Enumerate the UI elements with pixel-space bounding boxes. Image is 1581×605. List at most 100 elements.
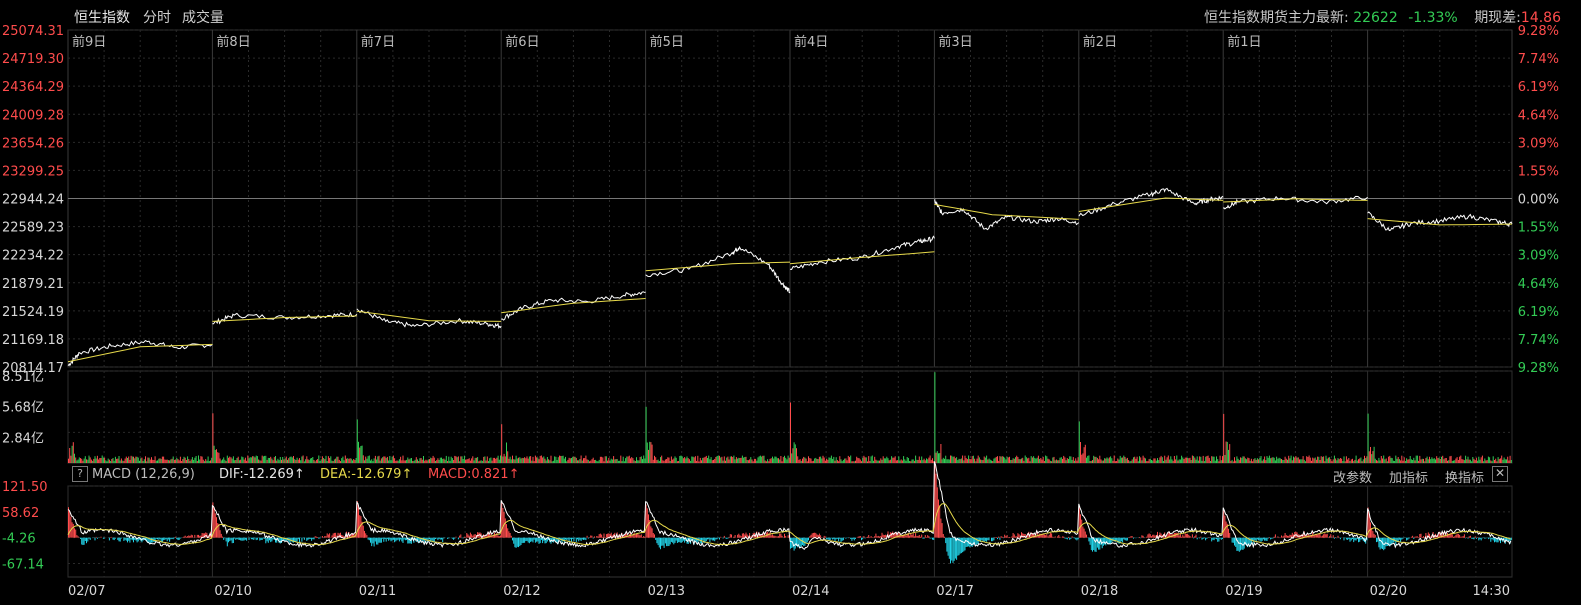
volume-bar — [952, 456, 954, 463]
macd-histogram-bar — [437, 537, 439, 541]
macd-histogram-bar — [472, 535, 474, 538]
macd-histogram-bar — [1347, 537, 1349, 540]
volume-bar — [651, 444, 653, 463]
macd-histogram-bar — [1179, 534, 1181, 538]
macd-histogram-bar — [540, 537, 542, 540]
edit-params-button[interactable]: 改参数 — [1332, 471, 1372, 486]
macd-histogram-bar — [999, 537, 1001, 540]
volume-bar — [1506, 459, 1507, 463]
macd-histogram-bar — [343, 536, 345, 538]
volume-bar — [1083, 447, 1085, 463]
volume-bar — [414, 459, 416, 463]
volume-bar — [128, 456, 130, 463]
macd-histogram-bar — [303, 537, 305, 540]
macd-histogram-bar — [205, 532, 207, 538]
macd-histogram-bar — [1285, 535, 1287, 538]
volume-bar — [447, 461, 449, 463]
volume-bar — [993, 458, 995, 463]
macd-histogram-bar — [365, 533, 367, 538]
volume-bar — [698, 461, 700, 463]
macd-histogram-bar — [189, 536, 191, 538]
volume-bar — [1490, 460, 1492, 463]
switch-indicator-button[interactable]: 换指标 — [1444, 471, 1484, 486]
tab-intraday[interactable]: 分时 — [143, 10, 171, 26]
macd-histogram-bar — [625, 534, 627, 538]
macd-histogram-bar — [110, 537, 112, 538]
volume-bar — [643, 455, 645, 463]
volume-bar — [439, 457, 441, 463]
volume-bar — [882, 456, 884, 463]
macd-histogram-bar — [565, 537, 566, 540]
volume-bar — [1288, 455, 1290, 463]
volume-bar — [693, 457, 695, 463]
macd-histogram-bar — [241, 537, 243, 541]
volume-bar — [573, 456, 575, 463]
macd-histogram-bar — [648, 514, 649, 538]
macd-histogram-bar — [1094, 537, 1096, 552]
volume-bar — [639, 457, 641, 463]
volume-bar — [1344, 461, 1346, 463]
close-icon[interactable]: ✕ — [1492, 466, 1508, 482]
macd-histogram-bar — [1451, 534, 1453, 538]
macd-histogram-bar — [498, 536, 500, 538]
volume-bar — [1147, 461, 1149, 463]
percent-tick-label: 6.19% — [1518, 305, 1559, 320]
macd-histogram-bar — [137, 537, 139, 542]
volume-bar — [264, 455, 266, 463]
macd-histogram-bar — [940, 518, 942, 538]
volume-bar — [894, 456, 896, 463]
volume-bar — [898, 456, 900, 463]
macd-histogram-bar — [226, 537, 228, 547]
volume-bar — [431, 458, 433, 463]
volume-bar — [412, 460, 414, 463]
volume-bar — [1126, 457, 1128, 463]
macd-histogram-bar — [709, 537, 711, 542]
dea-line — [67, 503, 1511, 546]
macd-histogram-bar — [1455, 534, 1457, 538]
macd-histogram-bar — [658, 537, 660, 548]
volume-bar — [1104, 458, 1106, 463]
macd-histogram-bar — [545, 537, 547, 544]
volume-bar — [764, 460, 766, 463]
volume-bar — [1036, 457, 1038, 463]
volume-bar — [1287, 459, 1288, 463]
volume-bar — [857, 457, 859, 463]
volume-bar — [1163, 461, 1164, 463]
macd-histogram-bar — [70, 516, 72, 538]
tab-hsi[interactable]: 恒生指数 — [74, 10, 130, 26]
macd-histogram-bar — [1459, 534, 1461, 538]
volume-bar — [1223, 413, 1225, 463]
volume-bar — [815, 457, 817, 463]
help-icon[interactable]: ? — [72, 466, 88, 482]
add-indicator-button[interactable]: 加指标 — [1388, 471, 1428, 486]
volume-bar — [513, 459, 515, 463]
macd-histogram-bar — [603, 533, 605, 538]
macd-histogram-bar — [920, 536, 921, 538]
macd-histogram-bar — [87, 537, 89, 542]
macd-histogram-bar — [1110, 537, 1112, 544]
volume-bar — [139, 460, 140, 463]
volume-bar — [295, 460, 297, 463]
macd-histogram-bar — [175, 536, 177, 538]
volume-bar — [225, 461, 227, 463]
macd-histogram-bar — [111, 536, 113, 538]
volume-bar — [1366, 456, 1368, 463]
macd-histogram-bar — [402, 537, 404, 543]
macd-histogram-bar — [804, 537, 806, 546]
macd-histogram-bar — [222, 536, 223, 538]
volume-bar — [774, 456, 776, 463]
volume-bar — [456, 457, 458, 463]
volume-bar — [214, 449, 216, 463]
volume-bar — [335, 458, 337, 463]
volume-bar — [142, 461, 144, 463]
macd-histogram-bar — [136, 537, 138, 543]
macd-histogram-bar — [1236, 537, 1238, 551]
volume-bar — [691, 456, 693, 463]
tab-volume[interactable]: 成交量 — [182, 10, 224, 26]
volume-bar — [1323, 456, 1325, 463]
volume-bar — [975, 461, 977, 463]
volume-bar — [356, 419, 358, 463]
volume-bar — [266, 459, 268, 463]
macd-histogram-bar — [504, 518, 506, 538]
